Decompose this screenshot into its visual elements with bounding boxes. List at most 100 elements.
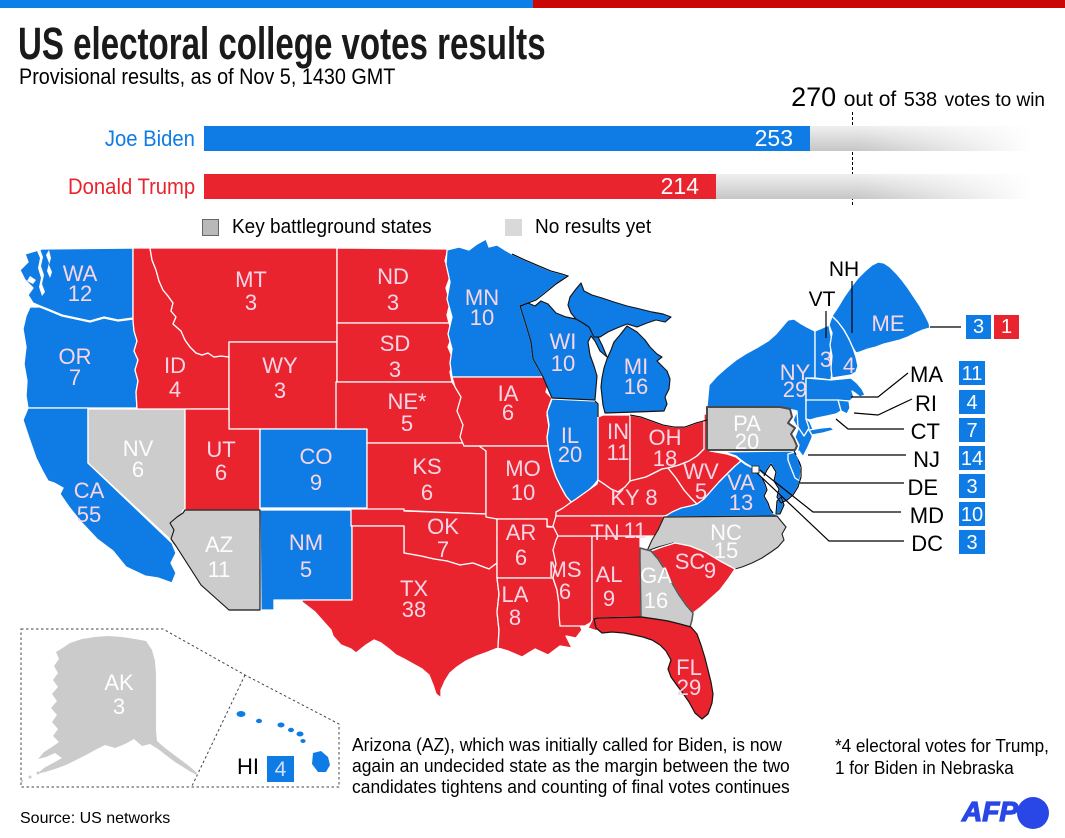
svg-text:UT: UT [206,437,235,462]
svg-text:3: 3 [973,316,984,338]
svg-text:7: 7 [437,537,449,562]
svg-text:55: 55 [77,502,101,527]
svg-text:3: 3 [245,290,257,315]
svg-text:AZ: AZ [205,532,233,557]
svg-text:6: 6 [215,460,227,485]
svg-text:IN: IN [607,419,629,444]
svg-text:15: 15 [714,538,738,563]
svg-text:WI: WI [550,329,577,354]
svg-text:SD: SD [380,331,411,356]
svg-text:16: 16 [644,588,668,613]
svg-text:CA: CA [74,478,105,503]
svg-text:NE*: NE* [387,389,427,414]
svg-text:12: 12 [68,281,92,306]
svg-text:LA: LA [502,582,529,607]
svg-text:HI: HI [237,754,259,779]
svg-text:9: 9 [704,558,716,583]
svg-text:4: 4 [966,392,977,414]
svg-text:DE: DE [907,475,938,500]
svg-text:MD: MD [910,503,944,528]
svg-text:PA: PA [733,411,761,436]
svg-text:8: 8 [509,605,521,630]
svg-text:VA: VA [727,470,755,495]
svg-text:4: 4 [843,353,855,378]
svg-text:11: 11 [624,518,647,543]
svg-text:NJ: NJ [913,447,940,472]
svg-text:11: 11 [208,557,231,582]
svg-text:5: 5 [695,479,707,504]
svg-text:GA: GA [640,563,672,588]
svg-text:MA: MA [910,362,943,387]
svg-text:TN: TN [590,520,619,545]
svg-text:KY 8: KY 8 [610,485,657,510]
svg-text:13: 13 [729,490,753,515]
svg-text:MT: MT [235,267,267,292]
svg-text:3: 3 [966,476,977,498]
svg-text:10: 10 [961,504,983,526]
svg-text:3: 3 [820,347,832,372]
svg-text:6: 6 [421,480,433,505]
svg-text:MN: MN [465,285,499,310]
svg-text:NC: NC [710,520,742,545]
svg-text:OK: OK [427,514,459,539]
svg-text:NM: NM [289,530,323,555]
svg-text:16: 16 [624,374,648,399]
svg-text:6: 6 [502,400,514,425]
svg-text:MI: MI [624,354,648,379]
svg-text:3: 3 [389,357,401,382]
svg-text:OR: OR [59,344,92,369]
svg-text:SC: SC [675,549,706,574]
svg-text:4: 4 [169,377,181,402]
svg-text:5: 5 [300,557,312,582]
svg-text:29: 29 [677,675,701,700]
svg-text:KS: KS [412,454,441,479]
svg-text:20: 20 [735,429,759,454]
svg-text:10: 10 [470,305,494,330]
svg-text:6: 6 [132,457,144,482]
svg-text:ME: ME [872,311,905,336]
svg-text:3: 3 [274,378,286,403]
svg-text:DC: DC [911,531,943,556]
svg-text:MS: MS [549,557,582,582]
svg-text:5: 5 [401,411,413,436]
svg-text:9: 9 [603,586,615,611]
svg-text:11: 11 [607,440,630,465]
svg-text:WY: WY [262,353,298,378]
svg-text:IA: IA [498,381,519,406]
svg-text:6: 6 [559,579,571,604]
svg-text:9: 9 [310,470,322,495]
svg-text:FL: FL [676,655,702,680]
svg-text:11: 11 [962,363,983,385]
svg-text:18: 18 [653,446,677,471]
svg-text:WV: WV [683,459,719,484]
svg-text:AK: AK [104,670,134,695]
svg-text:NH: NH [829,258,859,281]
svg-text:CO: CO [300,444,333,469]
svg-text:3: 3 [387,290,399,315]
svg-text:TX: TX [400,576,428,601]
svg-text:4: 4 [275,758,287,781]
svg-text:RI: RI [915,391,937,416]
svg-text:VT: VT [809,288,836,311]
svg-text:3: 3 [966,532,977,554]
svg-text:WA: WA [63,261,98,286]
svg-text:NY: NY [780,360,811,385]
svg-text:3: 3 [113,694,125,719]
svg-text:OH: OH [649,425,682,450]
svg-text:29: 29 [783,377,807,402]
svg-text:6: 6 [515,545,527,570]
svg-text:ND: ND [377,264,409,289]
svg-text:7: 7 [69,365,81,390]
svg-text:NV: NV [123,436,154,461]
svg-text:AL: AL [596,562,623,587]
svg-text:1: 1 [1001,316,1012,338]
svg-text:CT: CT [911,419,940,444]
svg-text:IL: IL [561,423,579,448]
svg-text:MO: MO [505,456,540,481]
svg-text:10: 10 [511,480,535,505]
svg-text:14: 14 [961,448,983,470]
svg-text:20: 20 [558,442,582,467]
svg-text:AR: AR [506,520,537,545]
svg-text:38: 38 [402,597,426,622]
svg-text:7: 7 [966,420,977,442]
